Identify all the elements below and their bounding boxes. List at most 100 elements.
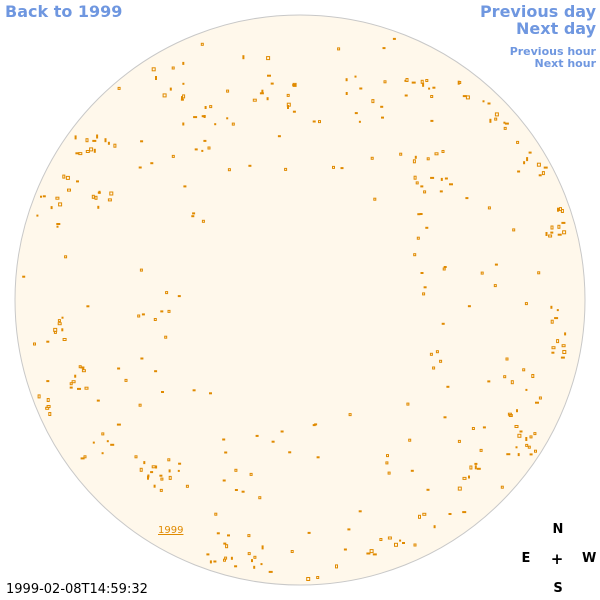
feature-speck: [550, 319, 554, 324]
feature-speck: [428, 87, 431, 90]
feature-speck: [505, 357, 509, 361]
feature-speck: [209, 560, 212, 564]
feature-speck: [408, 438, 412, 442]
feature-speck: [160, 477, 164, 481]
feature-speck: [191, 215, 195, 218]
feature-speck: [380, 105, 384, 108]
feature-speck: [487, 102, 491, 105]
feature-speck: [81, 369, 86, 373]
feature-speck: [46, 340, 50, 343]
feature-speck: [227, 534, 230, 537]
feature-speck: [286, 102, 291, 107]
feature-speck: [506, 453, 511, 456]
feature-speck: [89, 147, 94, 152]
feature-speck: [417, 213, 421, 216]
feature-speck: [234, 565, 238, 568]
feature-speck: [242, 55, 245, 60]
feature-speck: [536, 162, 541, 167]
feature-speck: [517, 453, 520, 457]
feature-speck: [92, 139, 97, 142]
feature-speck: [359, 87, 363, 90]
feature-speck: [340, 167, 344, 170]
feature-speck: [64, 255, 68, 259]
feature-speck: [564, 332, 567, 336]
feature-speck: [137, 314, 141, 318]
feature-speck: [255, 434, 259, 437]
feature-speck: [248, 164, 252, 167]
feature-speck: [307, 531, 311, 534]
feature-speck: [203, 139, 207, 142]
feature-speck: [358, 120, 361, 123]
next-hour-link[interactable]: Next hour: [534, 57, 597, 70]
feature-speck: [177, 295, 181, 298]
feature-speck: [58, 202, 63, 207]
feature-speck: [150, 162, 154, 165]
feature-speck: [75, 152, 80, 155]
feature-speck: [194, 148, 198, 151]
feature-speck: [537, 271, 541, 275]
feature-speck: [482, 426, 486, 429]
feature-speck: [457, 439, 461, 443]
feature-speck: [399, 152, 403, 156]
feature-speck: [182, 94, 186, 99]
feature-speck: [516, 140, 520, 144]
feature-speck: [443, 266, 447, 268]
previous-day-link[interactable]: Previous day: [479, 2, 596, 21]
compass-north: N: [552, 522, 564, 537]
feature-speck: [22, 275, 26, 278]
feature-speck: [207, 146, 211, 150]
feature-speck: [258, 496, 262, 500]
feature-speck: [489, 118, 492, 123]
feature-speck: [69, 382, 73, 386]
previous-hour-link[interactable]: Previous hour: [509, 45, 596, 58]
feature-speck: [74, 374, 77, 378]
feature-speck: [462, 95, 467, 98]
feature-speck: [404, 94, 408, 97]
feature-speck: [432, 366, 436, 370]
feature-speck: [259, 92, 264, 95]
feature-speck: [77, 387, 81, 390]
feature-speck: [153, 318, 157, 321]
feature-speck: [556, 339, 560, 344]
feature-speck: [86, 305, 90, 308]
feature-speck: [134, 455, 138, 459]
next-day-link[interactable]: Next day: [516, 19, 596, 38]
feature-speck: [222, 438, 226, 441]
feature-speck: [261, 545, 264, 550]
feature-speck: [551, 351, 555, 354]
feature-speck: [201, 115, 206, 118]
feature-speck: [414, 155, 417, 159]
feature-speck: [182, 61, 185, 65]
feature-speck: [159, 488, 163, 492]
feature-speck: [385, 461, 389, 465]
feature-speck: [526, 157, 529, 162]
feature-speck: [61, 316, 64, 319]
feature-speck: [348, 413, 352, 417]
feature-speck: [510, 380, 514, 385]
back-to-year-link[interactable]: Back to 1999: [5, 2, 123, 21]
feature-speck: [155, 76, 157, 80]
feature-speck: [185, 484, 189, 488]
feature-speck: [192, 212, 196, 215]
feature-speck: [335, 564, 338, 569]
feature-speck: [109, 191, 114, 196]
feature-speck: [101, 432, 105, 436]
feature-speck: [381, 116, 384, 119]
feature-speck: [561, 221, 566, 224]
compass-south: S: [553, 581, 563, 596]
feature-speck: [50, 206, 53, 210]
feature-speck: [556, 309, 559, 312]
feature-speck: [164, 335, 168, 339]
compass-west: W: [582, 551, 597, 566]
feature-speck: [554, 317, 559, 320]
feature-speck: [487, 380, 491, 383]
feature-speck: [37, 394, 41, 399]
feature-speck: [457, 80, 460, 85]
feature-speck: [474, 462, 478, 465]
feature-speck: [519, 430, 523, 433]
feature-speck: [94, 195, 98, 200]
feature-speck: [435, 350, 439, 354]
feature-speck: [439, 190, 443, 193]
feature-speck: [139, 268, 143, 272]
feature-speck: [410, 469, 414, 472]
